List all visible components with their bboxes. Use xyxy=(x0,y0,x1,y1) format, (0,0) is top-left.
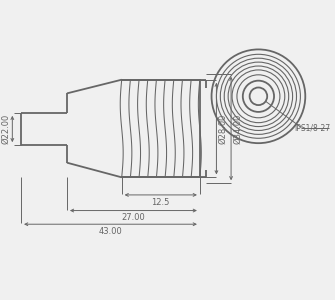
Text: 27.00: 27.00 xyxy=(122,214,145,223)
Text: 12.5: 12.5 xyxy=(151,198,170,207)
Text: Ø22.00: Ø22.00 xyxy=(1,114,10,144)
Text: IPS1/8-27: IPS1/8-27 xyxy=(294,123,331,132)
Text: 43.00: 43.00 xyxy=(98,227,122,236)
Text: Ø28.00: Ø28.00 xyxy=(218,113,227,144)
Text: Ø34.00: Ø34.00 xyxy=(233,113,242,144)
